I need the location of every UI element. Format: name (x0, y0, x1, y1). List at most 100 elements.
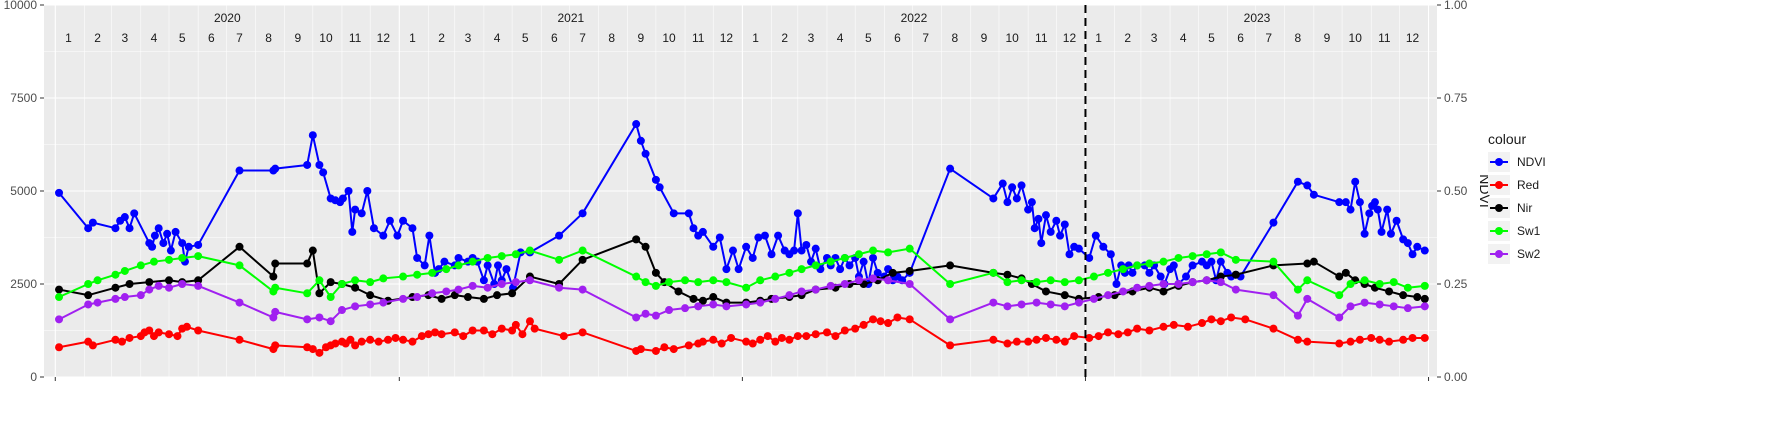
month-label: 11 (692, 31, 705, 45)
data-point-sw2 (1293, 311, 1302, 320)
data-point-ndvi (1046, 227, 1055, 236)
data-point-ndvi (790, 246, 799, 255)
data-point-sw1 (1003, 278, 1012, 287)
data-point-sw2 (905, 280, 914, 288)
data-point-sw2 (1375, 300, 1384, 309)
year-label: 2020 (214, 11, 241, 25)
month-label: 9 (981, 31, 988, 45)
data-point-ndvi (120, 213, 129, 222)
data-point-sw2 (178, 280, 187, 288)
data-point-nir (165, 276, 174, 285)
data-point-sw1 (722, 278, 731, 287)
data-point-red (497, 324, 506, 333)
data-point-red (331, 339, 340, 348)
data-point-sw2 (454, 285, 463, 294)
data-point-ndvi (1106, 250, 1115, 259)
data-point-red (154, 328, 163, 337)
data-point-nir (674, 287, 683, 296)
data-point-sw1 (651, 281, 660, 290)
data-point-sw2 (1335, 313, 1344, 322)
data-point-ndvi (303, 160, 312, 169)
data-point-ndvi (1017, 181, 1026, 190)
legend-label-sw1: Sw1 (1517, 224, 1541, 238)
data-point-red (793, 332, 802, 341)
data-point-ndvi (357, 209, 366, 218)
data-point-sw1 (351, 276, 360, 285)
data-point-red (1420, 333, 1429, 342)
data-point-red (989, 335, 998, 344)
month-label: 11 (1035, 31, 1048, 45)
data-point-red (399, 335, 408, 344)
data-point-ndvi (308, 131, 317, 140)
data-point-red (785, 335, 794, 344)
data-point-ndvi (338, 194, 347, 203)
data-point-nir (1420, 294, 1429, 303)
data-point-ndvi (869, 253, 878, 262)
data-point-red (859, 320, 868, 329)
data-point-sw1 (1335, 291, 1344, 300)
data-point-ndvi (55, 188, 64, 197)
data-point-red (1169, 320, 1178, 329)
data-point-ndvi (698, 227, 707, 236)
data-point-red (384, 335, 393, 344)
data-point-red (1367, 333, 1376, 342)
data-point-sw2 (165, 283, 174, 292)
data-point-red (884, 319, 893, 328)
data-point-ndvi (369, 224, 378, 233)
data-point-nir (111, 283, 120, 292)
data-point-nir (905, 266, 914, 275)
data-point-red (315, 348, 324, 357)
data-point-sw2 (709, 300, 718, 309)
month-label: 2 (1124, 31, 1131, 45)
data-point-sw2 (1017, 300, 1026, 309)
data-point-sw1 (756, 276, 765, 285)
month-label: 5 (1208, 31, 1215, 45)
data-point-ndvi (1112, 280, 1121, 288)
data-point-sw1 (1293, 285, 1302, 294)
month-label: 5 (865, 31, 872, 45)
month-label: 2 (94, 31, 101, 45)
data-point-ndvi (84, 224, 93, 233)
data-point-red (742, 337, 751, 346)
month-label: 10 (1005, 31, 1019, 45)
data-point-nir (463, 293, 472, 302)
data-point-sw1 (111, 270, 120, 279)
data-point-ndvi (479, 276, 488, 285)
y-left-tick-label: 5000 (10, 184, 37, 198)
data-point-sw1 (826, 257, 835, 266)
data-point-ndvi (989, 194, 998, 203)
data-point-ndvi (1099, 242, 1108, 251)
data-point-ndvi (1034, 214, 1043, 223)
data-point-red (530, 324, 539, 333)
data-point-sw2 (483, 283, 492, 292)
data-point-sw2 (93, 298, 102, 307)
data-point-sw1 (641, 278, 650, 287)
data-point-red (1399, 335, 1408, 344)
data-point-ndvi (1420, 246, 1429, 255)
data-point-sw1 (694, 278, 703, 287)
legend-key-point (1495, 158, 1503, 166)
data-point-sw2 (641, 309, 650, 318)
data-point-sw1 (149, 257, 158, 266)
month-label: 7 (1265, 31, 1272, 45)
data-point-ndvi (1074, 244, 1083, 253)
data-point-nir (632, 235, 641, 244)
data-point-ndvi (836, 265, 845, 274)
data-point-ndvi (1024, 205, 1033, 214)
data-point-red (1227, 313, 1236, 322)
data-point-red (777, 333, 786, 342)
data-point-sw1 (1017, 276, 1026, 285)
data-point-ndvi (632, 120, 641, 129)
data-point-ndvi (684, 209, 693, 218)
month-label: 6 (1237, 31, 1244, 45)
data-point-sw2 (1145, 281, 1154, 290)
data-point-sw1 (884, 248, 893, 257)
data-point-ndvi (1037, 239, 1046, 248)
data-point-sw2 (1046, 300, 1055, 309)
data-point-sw2 (366, 300, 375, 309)
data-point-red (366, 335, 375, 344)
data-point-sw2 (1202, 276, 1211, 285)
data-point-ndvi (845, 261, 854, 270)
month-label: 8 (265, 31, 272, 45)
data-point-sw1 (946, 280, 955, 288)
